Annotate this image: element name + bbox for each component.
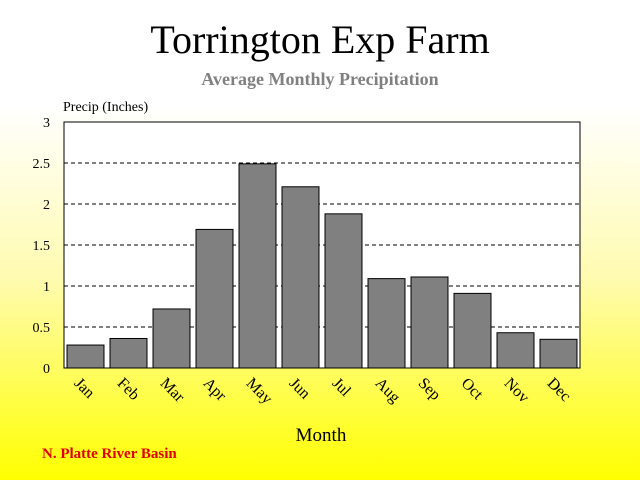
y-axis-label: Precip (Inches) xyxy=(63,100,149,115)
bar-jun xyxy=(281,186,320,369)
bar-feb xyxy=(109,337,148,369)
bars xyxy=(66,163,578,369)
chart-title: Torrington Exp Farm xyxy=(150,17,490,62)
basin-label: N. Platte River Basin xyxy=(42,446,177,462)
x-axis-label: Month xyxy=(296,425,347,446)
bar-oct xyxy=(453,292,492,369)
bar-jan xyxy=(66,344,105,369)
y-tick-labels: 0 0.5 1 1.5 2 2.5 3 xyxy=(33,116,51,377)
bar-aug xyxy=(367,278,406,369)
chart-subtitle: Average Monthly Precipitation xyxy=(201,69,439,89)
bar-mar xyxy=(152,308,191,369)
x-tick-label: Apr xyxy=(200,375,230,405)
x-tick-label: Aug xyxy=(372,375,404,407)
y-tick-label: 2.5 xyxy=(33,157,51,172)
y-tick-label: 1 xyxy=(43,280,50,295)
y-tick-label: 2 xyxy=(43,198,50,213)
x-tick-label: Oct xyxy=(458,375,487,404)
x-tick-label: Nov xyxy=(501,375,533,407)
y-tick-label: 0 xyxy=(43,362,50,377)
bar-may xyxy=(238,163,277,369)
grid-lines xyxy=(64,162,580,328)
y-tick-label: 3 xyxy=(43,116,50,131)
y-tick-label: 0.5 xyxy=(33,321,51,336)
bar-apr xyxy=(195,228,234,369)
x-tick-label: Jun xyxy=(286,375,314,403)
x-tick-label: Jul xyxy=(329,375,355,401)
x-tick-labels: Jan Feb Mar Apr May Jun Jul Aug Sep Oct Nov Dec xyxy=(71,375,574,408)
x-tick-label: Mar xyxy=(157,375,188,406)
x-tick-label: Feb xyxy=(114,375,143,404)
bar-dec xyxy=(539,338,578,369)
x-tick-label: Dec xyxy=(544,375,574,405)
bar-jul xyxy=(324,213,363,369)
bar-nov xyxy=(496,332,535,369)
y-tick-label: 1.5 xyxy=(33,239,51,254)
x-tick-label: May xyxy=(243,375,276,408)
x-tick-label: Jan xyxy=(71,375,98,402)
bar-sep xyxy=(410,276,449,369)
x-tick-label: Sep xyxy=(415,375,444,404)
